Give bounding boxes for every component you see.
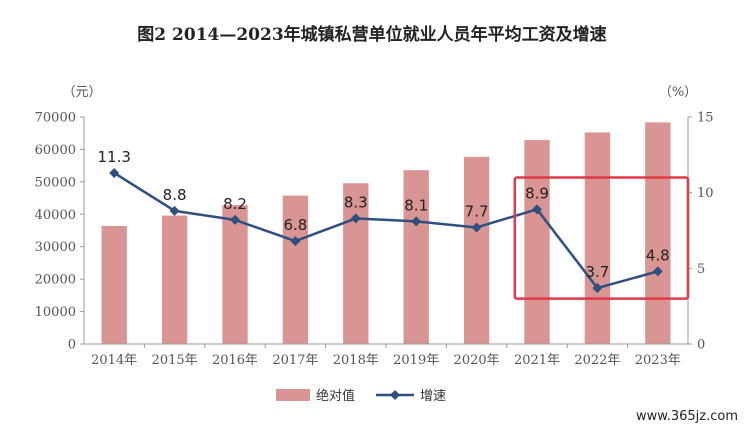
- bar: [343, 183, 369, 344]
- highlight-box: [513, 176, 690, 300]
- data-label: 6.8: [283, 216, 307, 234]
- y-right-tick-label: 10: [697, 186, 714, 201]
- bar: [645, 122, 671, 344]
- y-left-tick-label: 50000: [35, 175, 76, 190]
- y-right-tick-label: 5: [697, 262, 705, 277]
- x-tick-label: 2020年: [454, 353, 500, 368]
- y-left-tick-label: 70000: [35, 111, 76, 126]
- x-tick-label: 2016年: [212, 353, 258, 368]
- diamond-marker: [652, 266, 663, 277]
- data-label: 11.3: [97, 148, 130, 166]
- data-label: 8.8: [163, 186, 187, 204]
- data-labels: 11.3 8.8 8.2 6.8 8.3 8.1 7.7 8.9 3.7 4.8: [97, 148, 669, 281]
- data-label: 8.3: [344, 193, 368, 211]
- x-tick-label: 2018年: [333, 353, 379, 368]
- legend-diamond-marker: [390, 390, 400, 400]
- y-right-unit: （%）: [659, 85, 697, 100]
- x-tick-label: 2015年: [152, 353, 198, 368]
- y-left-tick-label: 10000: [35, 305, 76, 320]
- bar: [222, 205, 248, 344]
- data-label: 8.2: [223, 195, 247, 213]
- diamond-marker: [109, 167, 120, 178]
- bar: [524, 140, 550, 344]
- watermark-text: www.365jz.com: [636, 409, 738, 424]
- y-left-tick-label: 40000: [35, 208, 76, 223]
- diamond-marker: [411, 216, 422, 227]
- bar-series: [101, 122, 671, 344]
- x-tick-label: 2021年: [514, 353, 560, 368]
- x-tick-label: 2017年: [272, 353, 318, 368]
- legend-bar-swatch: [276, 389, 310, 401]
- y-left-tick-label: 60000: [35, 143, 76, 158]
- diamond-marker: [290, 236, 301, 247]
- data-label: 8.9: [525, 184, 549, 202]
- line-series: [109, 167, 663, 294]
- legend: 绝对值 增速: [276, 388, 446, 404]
- diamond-marker: [471, 222, 482, 233]
- diamond-marker: [169, 205, 180, 216]
- diamond-marker: [592, 283, 603, 294]
- data-label: 3.7: [585, 263, 609, 281]
- chart-title: 图2 2014—2023年城镇私营单位就业人员年平均工资及增速: [137, 24, 606, 45]
- axes: 0 10000 20000 30000 40000 50000 60000 70000 0 5 10…: [35, 111, 714, 369]
- data-label: 7.7: [465, 202, 489, 220]
- y-right-tick-label: 15: [697, 111, 714, 126]
- diamond-marker: [532, 204, 542, 215]
- bar: [161, 215, 188, 344]
- x-tick-label: 2014年: [91, 353, 137, 368]
- growth-line: [113, 171, 659, 290]
- diamond-marker: [230, 214, 240, 225]
- y-right-tick-label: 0: [697, 338, 705, 353]
- data-label: 8.1: [404, 196, 428, 214]
- bar: [101, 225, 127, 344]
- bar: [282, 195, 309, 344]
- legend-bar-label: 绝对值: [316, 388, 355, 404]
- y-left-tick-label: 20000: [35, 273, 76, 288]
- y-left-tick-label: 0: [68, 338, 76, 353]
- y-left-unit: （元）: [62, 85, 101, 100]
- diamond-marker: [350, 213, 361, 224]
- x-tick-label: 2022年: [574, 353, 620, 368]
- x-tick-label: 2019年: [393, 353, 439, 368]
- data-label: 4.8: [646, 246, 670, 264]
- bar: [403, 170, 429, 344]
- x-tick-label: 2023年: [635, 353, 681, 368]
- y-left-tick-label: 30000: [35, 240, 76, 255]
- legend-line-label: 增速: [420, 389, 446, 404]
- bar: [463, 156, 490, 344]
- bar: [584, 132, 611, 344]
